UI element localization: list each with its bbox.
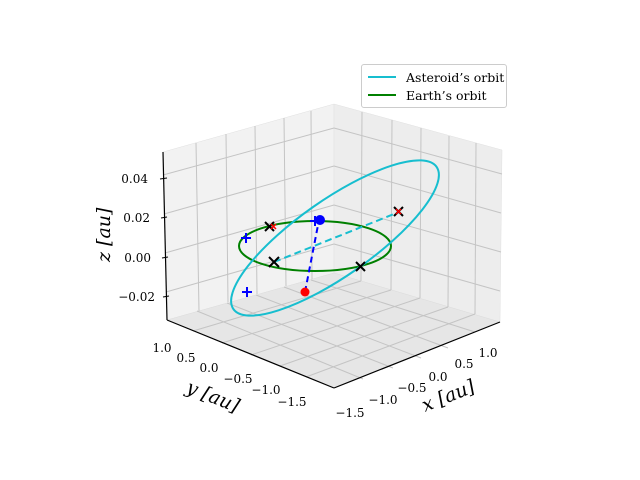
- svg-text:0.0: 0.0: [199, 361, 218, 375]
- svg-text:−1.5: −1.5: [277, 395, 306, 409]
- legend: Asteroid’s orbit Earth’s orbit: [361, 64, 507, 108]
- legend-swatch-asteroid: [368, 76, 396, 78]
- svg-text:1.0: 1.0: [478, 346, 497, 360]
- legend-swatch-earth: [368, 94, 396, 96]
- svg-text:−0.5: −0.5: [223, 372, 252, 386]
- y-tick-labels: 1.0 0.5 0.0 −0.5 −1.0 −1.5: [152, 341, 306, 409]
- position-vector: [304, 219, 320, 293]
- svg-text:1.0: 1.0: [152, 341, 171, 355]
- svg-text:−1.0: −1.0: [251, 383, 280, 397]
- svg-text:−1.5: −1.5: [335, 406, 364, 420]
- svg-text:−0.5: −0.5: [397, 381, 426, 395]
- z-axis-label: z [au]: [93, 207, 115, 263]
- blue-plus-markers: [241, 216, 320, 297]
- z-tick-labels: 0.04 0.02 0.00 −0.02: [118, 172, 155, 304]
- svg-text:−0.02: −0.02: [118, 290, 155, 304]
- svg-text:−1.0: −1.0: [368, 393, 397, 407]
- z-ticks: [159, 177, 170, 298]
- line-of-nodes: [273, 211, 400, 263]
- svg-text:0.00: 0.00: [124, 251, 151, 265]
- svg-text:0.0: 0.0: [428, 370, 447, 384]
- axis-lines: [162, 151, 501, 389]
- svg-text:0.04: 0.04: [121, 172, 148, 186]
- red-x-markers: [270, 208, 402, 230]
- red-point: [300, 287, 310, 297]
- svg-text:0.5: 0.5: [454, 357, 473, 371]
- svg-text:0.02: 0.02: [123, 211, 150, 225]
- x-tick-labels: −1.5 −1.0 −0.5 0.0 0.5 1.0: [335, 346, 497, 420]
- legend-item-earth: Earth’s orbit: [368, 87, 487, 103]
- svg-text:0.5: 0.5: [176, 351, 195, 365]
- legend-item-asteroid: Asteroid’s orbit: [368, 69, 504, 85]
